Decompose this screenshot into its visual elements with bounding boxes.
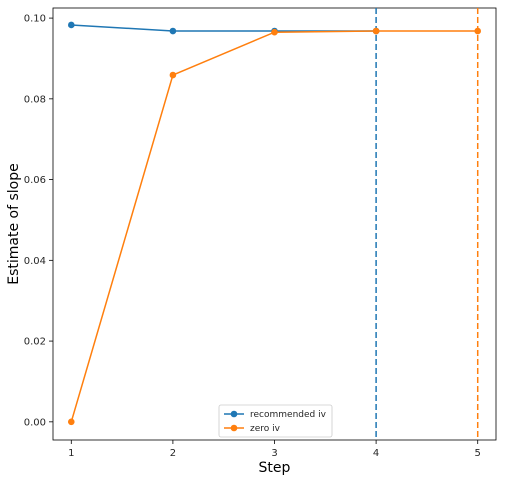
x-axis-title: Step [259,460,291,476]
y-axis-title: Estimate of slope [6,163,22,284]
data-point-zero-iv [169,71,177,79]
series-layer [67,21,482,426]
plot-frame [52,7,497,441]
series-line-recommended-iv [71,24,377,32]
y-tick-label: 0.08 [24,94,46,105]
data-point-zero-iv [67,418,75,426]
x-tick-label: 4 [373,448,379,459]
y-tick-label: 0.06 [24,175,46,186]
y-tick-label: 0.10 [24,14,46,25]
x-axis: 1 2 3 4 5 [68,440,481,459]
data-point-zero-iv [372,27,380,35]
series-line-zero-iv [70,30,478,423]
data-point-zero-iv [474,27,482,35]
y-tick-label: 0.04 [24,256,46,267]
data-point-recommended-iv [169,27,177,35]
reference-lines [375,8,479,440]
y-axis: 0.00 0.02 0.04 0.06 0.08 0.10 [24,14,53,428]
legend-label-recommended-iv: recommended iv [250,410,327,420]
legend: recommended iv zero iv [218,404,333,438]
x-tick-label: 1 [68,448,74,459]
y-tick-label: 0.00 [24,417,46,428]
data-point-zero-iv [271,28,278,36]
x-tick-label: 5 [475,448,481,459]
legend-label-zero-iv: zero iv [250,424,281,434]
x-tick-label: 2 [170,448,176,459]
x-tick-label: 3 [271,448,277,459]
legend-box [218,404,333,438]
y-tick-label: 0.02 [24,337,46,348]
legend-marker-recommended-iv [230,410,238,418]
legend-marker-zero-iv [230,424,238,432]
data-point-recommended-iv [67,21,75,29]
